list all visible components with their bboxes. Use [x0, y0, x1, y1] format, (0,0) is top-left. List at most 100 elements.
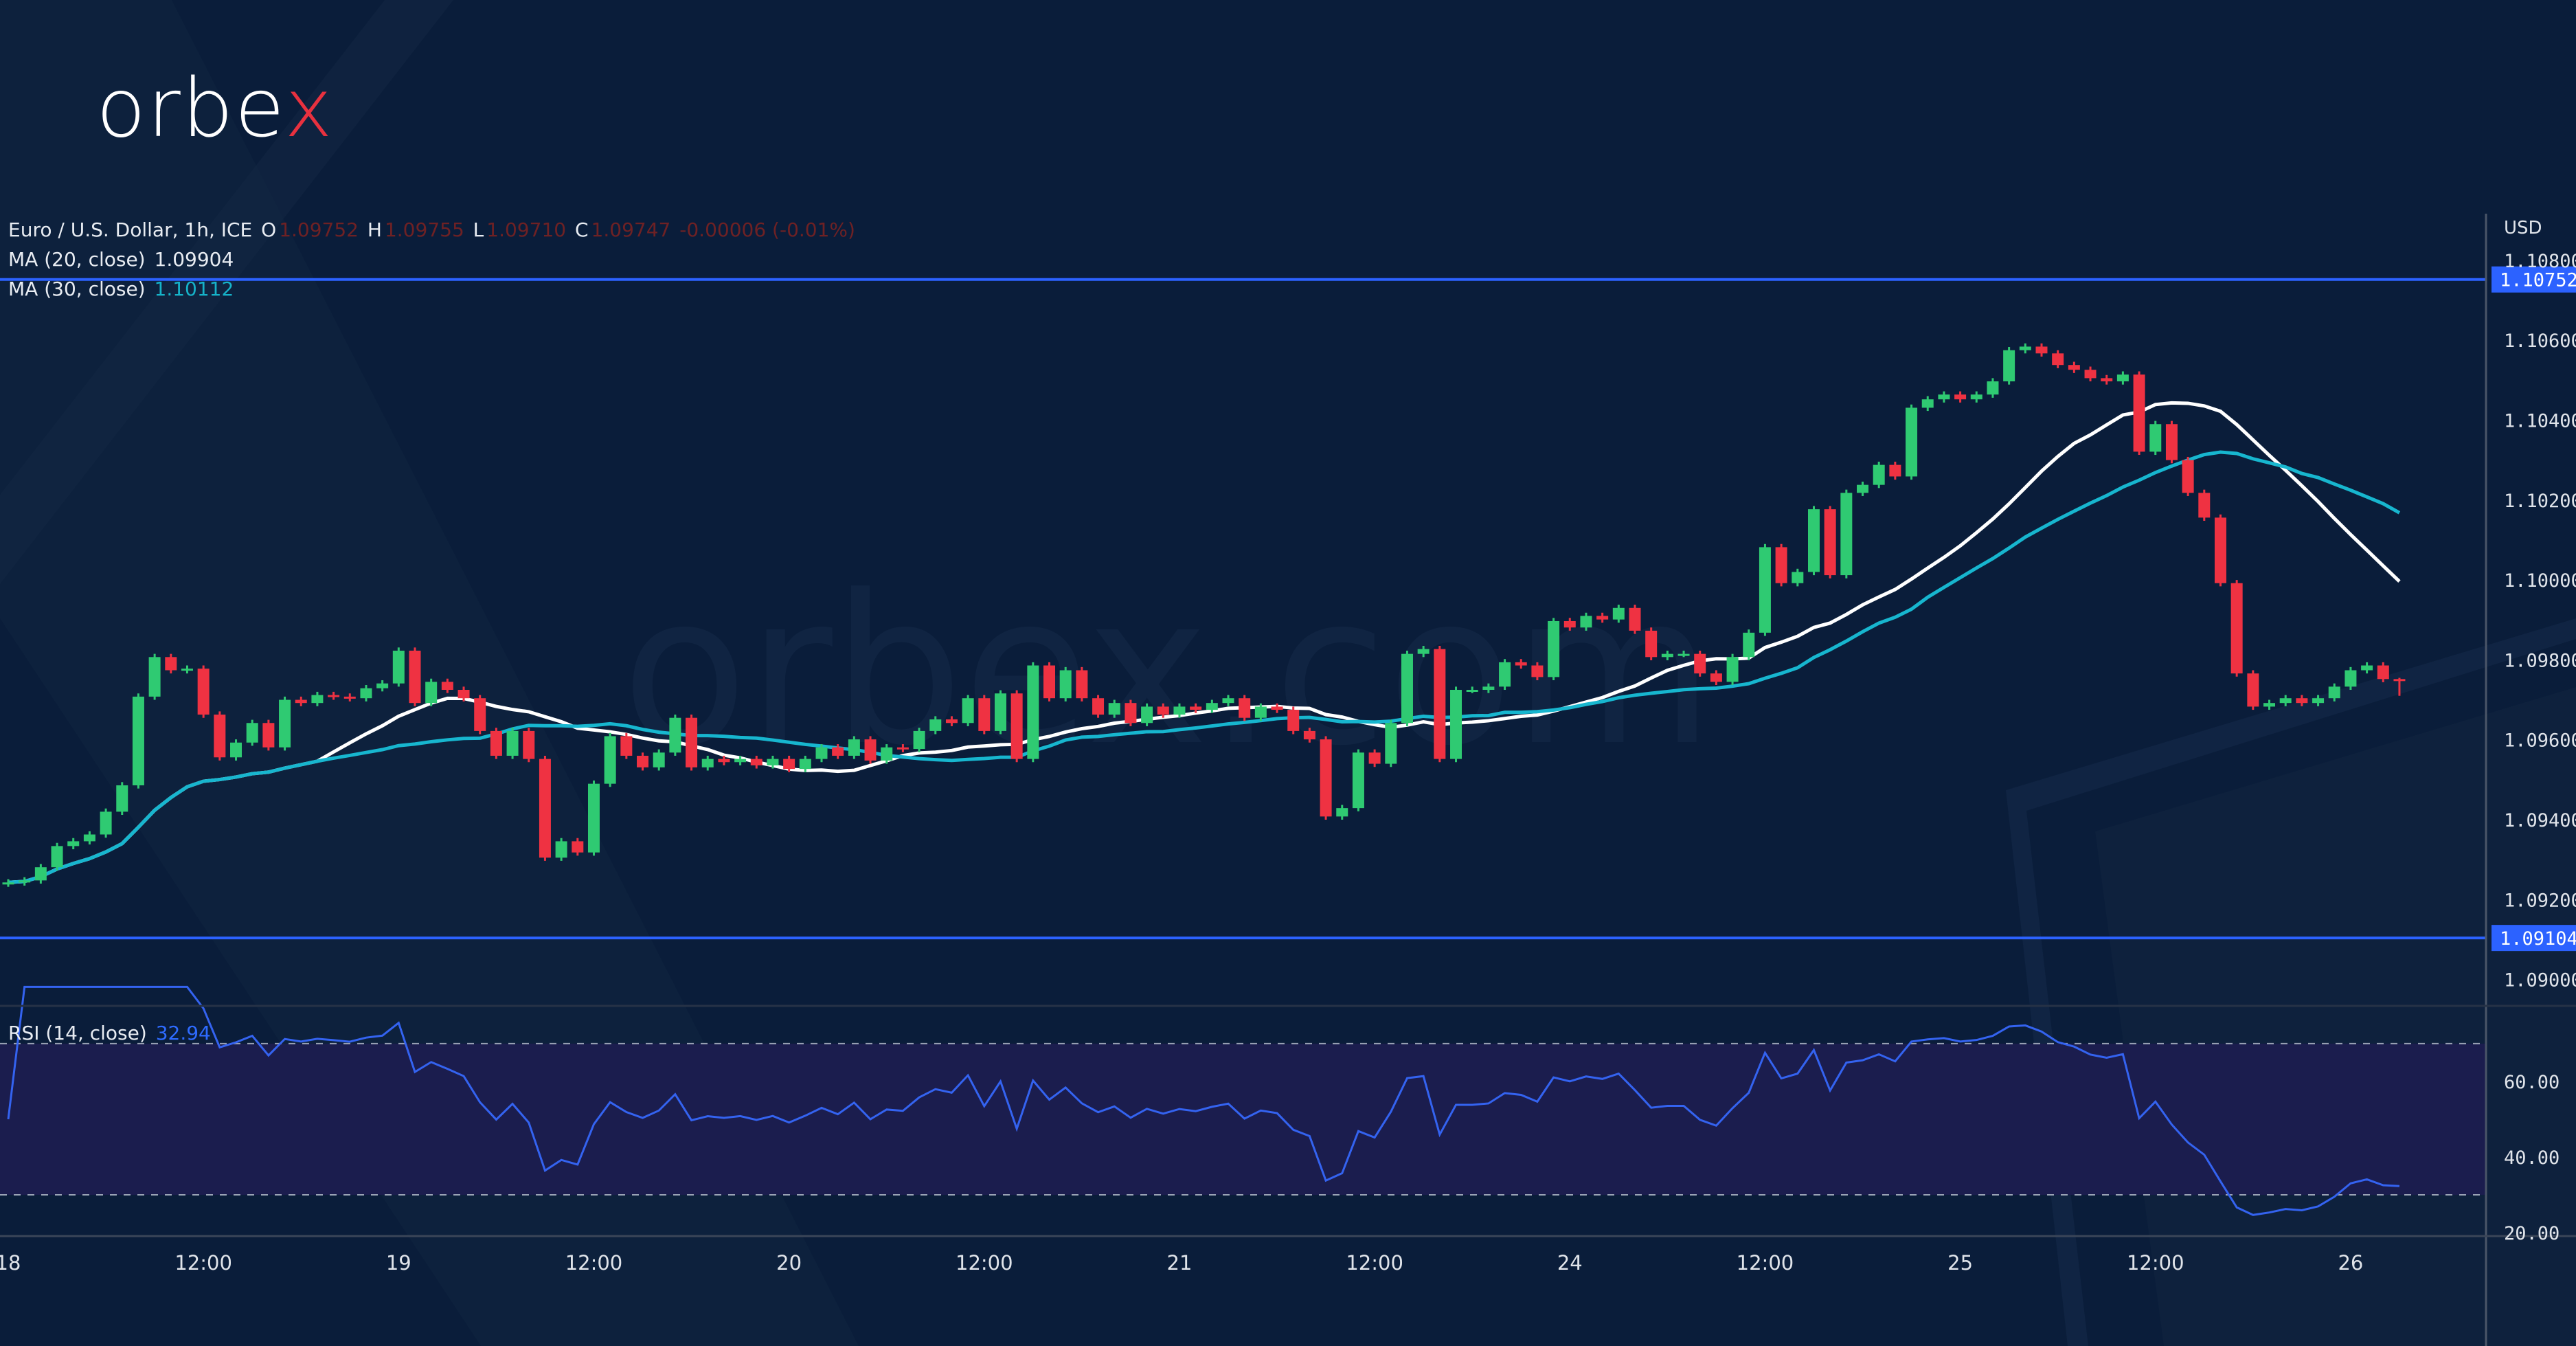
- candle-body: [490, 730, 502, 756]
- candle: [604, 732, 616, 787]
- candle-body: [2247, 673, 2259, 707]
- candle-body: [1677, 653, 1690, 656]
- candle-body: [1271, 706, 1283, 710]
- candle-body: [1482, 686, 1495, 690]
- candle: [230, 739, 242, 761]
- candle: [1059, 666, 1072, 702]
- candle-body: [1857, 484, 1869, 493]
- candle: [2296, 695, 2308, 706]
- candle-body: [523, 730, 535, 759]
- candle: [2, 879, 14, 887]
- price-tick-label: 1.10000: [2504, 570, 2576, 592]
- high-label: H: [367, 218, 382, 241]
- candle-body: [2003, 350, 2015, 382]
- candle: [1580, 612, 1592, 631]
- candle: [2019, 343, 2031, 354]
- candle: [994, 690, 1006, 734]
- candle: [1466, 686, 1478, 693]
- candle: [848, 736, 860, 759]
- rsi-value: 32.94: [155, 1022, 211, 1044]
- candle-body: [343, 696, 356, 699]
- candle: [1987, 378, 1999, 398]
- candle-body: [2165, 424, 2178, 460]
- candle: [1141, 703, 1153, 726]
- candle: [1873, 461, 1885, 489]
- rsi-tick-label: 20.00: [2504, 1223, 2560, 1244]
- candle: [896, 744, 909, 752]
- candle: [1515, 659, 1527, 669]
- time-tick-label: 25: [1947, 1251, 1973, 1275]
- candle: [1840, 489, 1853, 579]
- candle: [1824, 506, 1836, 579]
- candle-body: [1336, 808, 1348, 817]
- candle-body: [376, 683, 389, 688]
- candle: [978, 695, 991, 734]
- candle: [2214, 514, 2226, 587]
- level-price-label: 1.10752: [2500, 270, 2576, 291]
- candle: [2052, 350, 2064, 368]
- ma30-legend[interactable]: MA (30, close) 1.10112: [8, 278, 236, 300]
- time-tick-label: 19: [386, 1251, 411, 1275]
- candle: [913, 728, 925, 752]
- candle: [83, 831, 95, 845]
- candle-body: [67, 841, 80, 846]
- candle: [2361, 662, 2373, 674]
- candle: [945, 716, 958, 726]
- candle: [132, 693, 144, 789]
- candle: [1401, 651, 1413, 726]
- candle-body: [360, 688, 372, 699]
- candle-body: [2312, 698, 2325, 704]
- candle-body: [1466, 689, 1478, 692]
- candle-body: [2133, 374, 2145, 452]
- level-price-label: 1.09104: [2500, 928, 2576, 950]
- time-tick-label: 12:00: [1346, 1251, 1403, 1275]
- ma20-legend[interactable]: MA (20, close) 1.09904: [8, 248, 236, 271]
- time-tick-label: 12:00: [2127, 1251, 2184, 1275]
- candle: [51, 842, 63, 871]
- candle-body: [896, 747, 909, 750]
- candle-body: [2377, 665, 2389, 680]
- low-label: L: [473, 218, 484, 241]
- time-tick-label: 24: [1557, 1251, 1583, 1275]
- candle: [2101, 374, 2113, 385]
- candle: [376, 680, 389, 692]
- candle: [1352, 749, 1364, 811]
- candle: [783, 755, 795, 772]
- candle-body: [2052, 353, 2064, 366]
- candle: [1938, 391, 1950, 403]
- candle: [1271, 703, 1283, 713]
- candle: [1206, 699, 1218, 713]
- rsi-pane: [0, 985, 2486, 1216]
- candle: [262, 719, 275, 751]
- candle: [2116, 371, 2129, 385]
- open-label: O: [261, 218, 277, 241]
- rsi-legend[interactable]: RSI (14, close) 32.94: [8, 1022, 214, 1044]
- candle: [328, 691, 340, 700]
- candle-body: [2393, 679, 2406, 682]
- candle: [1531, 662, 1544, 681]
- candle-body: [1807, 509, 1820, 572]
- candle-body: [669, 717, 681, 753]
- candle-body: [1125, 703, 1137, 724]
- candle-body: [506, 730, 519, 756]
- candle: [2230, 580, 2243, 677]
- candle: [1629, 605, 1641, 634]
- horizontal-levels: 1.10752 1.09104: [0, 266, 2576, 952]
- candle-body: [34, 867, 47, 881]
- candle-body: [1629, 607, 1641, 631]
- symbol-name[interactable]: Euro / U.S. Dollar, 1h, ICE: [8, 218, 253, 241]
- candle-body: [2035, 346, 2048, 354]
- candle-body: [100, 811, 112, 835]
- level-price-tag: [2492, 925, 2576, 952]
- candle-body: [1596, 616, 1609, 620]
- candle-body: [328, 695, 340, 697]
- candle-body: [1303, 730, 1315, 740]
- candle: [2149, 420, 2162, 456]
- close-label: C: [574, 218, 589, 241]
- candle: [360, 685, 372, 702]
- candle: [1694, 651, 1706, 677]
- candle-body: [409, 651, 421, 704]
- candle: [1743, 629, 1755, 660]
- candle: [1661, 651, 1673, 660]
